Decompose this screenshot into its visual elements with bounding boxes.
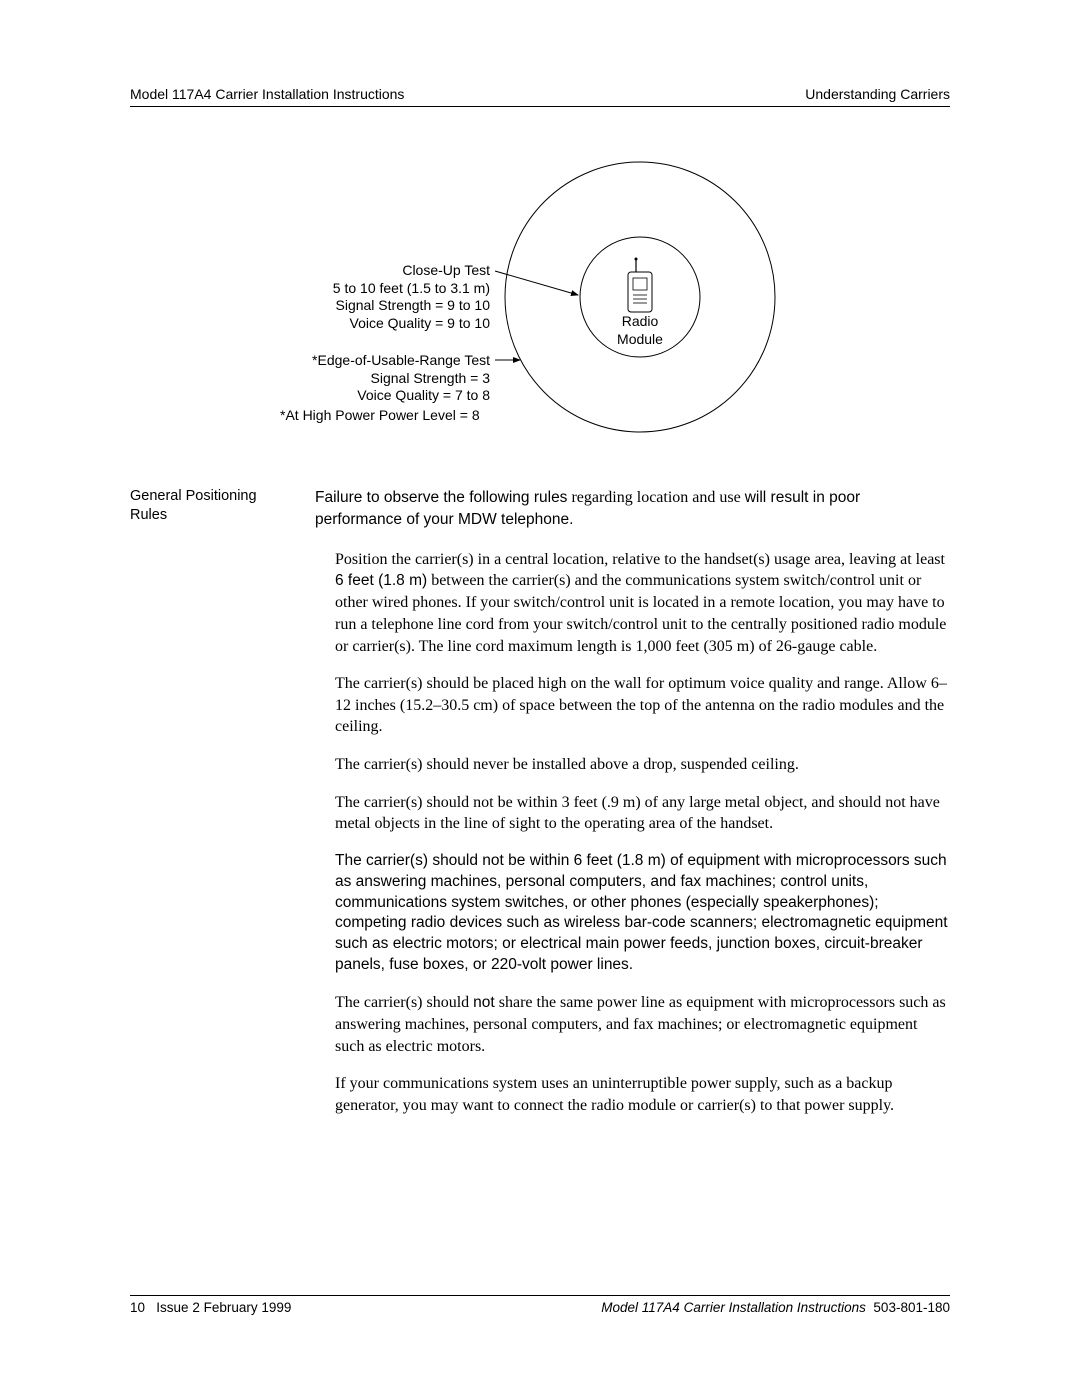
main-text: Failure to observe the following rules r…	[315, 487, 950, 1133]
rule-paragraph: The carrier(s) should be placed high on …	[335, 673, 950, 738]
rule-paragraph: The carrier(s) should never be installed…	[335, 754, 950, 776]
outer-range-circle	[505, 162, 775, 432]
closeup-test-label: Close-Up Test 5 to 10 feet (1.5 to 3.1 m…	[310, 262, 490, 332]
closeup-arrow	[495, 271, 578, 295]
header-left: Model 117A4 Carrier Installation Instruc…	[130, 86, 404, 102]
rule-paragraph: Position the carrier(s) in a central loc…	[335, 549, 950, 657]
footer-right: Model 117A4 Carrier Installation Instruc…	[601, 1300, 950, 1315]
running-header: Model 117A4 Carrier Installation Instruc…	[130, 86, 950, 107]
highpower-note: *At High Power Power Level = 8	[280, 407, 490, 425]
rule-paragraph: If your communications system uses an un…	[335, 1073, 950, 1116]
rule-paragraph: The carrier(s) should not be within 3 fe…	[335, 792, 950, 835]
running-footer: 10 Issue 2 February 1999 Model 117A4 Car…	[130, 1295, 950, 1315]
radio-module-label: Radio Module	[610, 313, 670, 348]
diagram-svg	[130, 147, 950, 457]
footer-left: 10 Issue 2 February 1999	[130, 1300, 291, 1315]
range-diagram: Close-Up Test 5 to 10 feet (1.5 to 3.1 m…	[130, 147, 950, 457]
edge-test-label: *Edge-of-Usable-Range Test Signal Streng…	[280, 352, 490, 405]
rule-paragraph: The carrier(s) should not be within 6 fe…	[335, 851, 950, 977]
module-screen	[633, 278, 647, 290]
header-right: Understanding Carriers	[805, 86, 950, 102]
content-row: General Positioning Rules Failure to obs…	[130, 487, 950, 1133]
section-heading: General Positioning Rules	[130, 487, 285, 1133]
intro-paragraph: Failure to observe the following rules r…	[315, 487, 950, 531]
rules-list: Position the carrier(s) in a central loc…	[315, 549, 950, 1117]
rule-paragraph: The carrier(s) should not share the same…	[335, 992, 950, 1057]
page-content: Model 117A4 Carrier Installation Instruc…	[130, 86, 950, 1133]
